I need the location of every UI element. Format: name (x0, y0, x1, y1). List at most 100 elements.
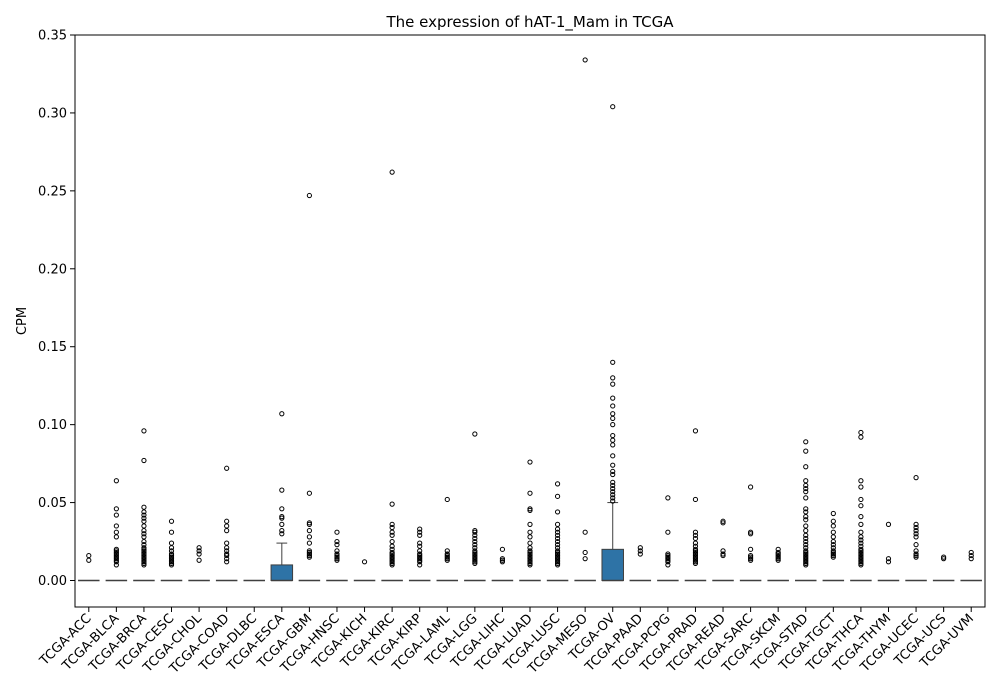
outlier-point (113, 523, 119, 529)
box-group (629, 545, 652, 582)
box-body (270, 564, 294, 582)
outlier-point (692, 496, 699, 503)
outlier-point (830, 542, 836, 548)
outlier-point (554, 562, 561, 568)
y-tick-label: 0.35 (38, 29, 67, 44)
outlier-point (858, 529, 864, 535)
outlier-point (858, 562, 864, 568)
outlier-point (968, 549, 974, 556)
outlier-point (389, 538, 395, 545)
outlier-point (720, 520, 726, 526)
outlier-point (803, 464, 809, 470)
box-group (326, 529, 348, 582)
outlier-point (803, 559, 809, 565)
box-group (519, 459, 541, 582)
outlier-point (803, 542, 809, 548)
outlier-point (224, 556, 230, 562)
box-group (188, 545, 210, 582)
box-group (353, 559, 376, 582)
outlier-point (610, 359, 616, 365)
outlier-point (168, 540, 175, 546)
outlier-point (775, 554, 781, 560)
outlier-point (527, 490, 533, 496)
outlier-point (885, 559, 892, 565)
outlier-point (803, 528, 809, 534)
outlier-point (141, 560, 147, 566)
outlier-point (444, 556, 450, 562)
box-group (105, 478, 128, 582)
outlier-point (858, 434, 864, 440)
outlier-point (306, 552, 312, 559)
outlier-point (554, 526, 561, 532)
outlier-point (610, 422, 616, 428)
outlier-point (830, 529, 836, 535)
outlier-point (830, 523, 836, 529)
box-group (381, 169, 403, 582)
outlier-point (168, 518, 175, 524)
outlier-point (168, 562, 175, 568)
outlier-point (389, 560, 395, 566)
outlier-point (141, 428, 147, 434)
outlier-point (803, 506, 809, 512)
outlier-point (141, 515, 147, 521)
outlier-point (720, 552, 726, 559)
outlier-point (334, 542, 340, 548)
outlier-point (113, 529, 119, 535)
outlier-point (610, 381, 616, 387)
box-group (133, 428, 155, 582)
outlier-point (803, 562, 809, 568)
outlier-point (720, 551, 726, 557)
outlier-point (610, 415, 616, 422)
box-group (877, 521, 900, 582)
outlier-point (554, 493, 561, 499)
outlier-point (610, 498, 616, 504)
outlier-point (858, 534, 864, 540)
outlier-point (306, 551, 312, 557)
outlier-point (858, 559, 864, 565)
box-group (160, 518, 183, 582)
outlier-point (692, 560, 699, 566)
outlier-point (913, 475, 919, 481)
outlier-point (554, 532, 561, 538)
outlier-point (306, 520, 312, 526)
outlier-point (803, 517, 809, 523)
outlier-point (527, 521, 533, 527)
outlier-point (692, 532, 699, 538)
y-tick-label: 0.25 (38, 184, 67, 199)
box-group (795, 439, 817, 582)
outlier-point (803, 448, 809, 454)
outlier-point (803, 478, 809, 484)
outlier-point (306, 554, 312, 560)
outlier-point (306, 490, 312, 496)
outlier-point (472, 560, 478, 566)
outlier-point (334, 557, 340, 563)
y-tick-label: 0.00 (38, 574, 67, 589)
box-group (574, 57, 596, 582)
y-axis-label: CPM (15, 307, 30, 335)
outlier-point (554, 538, 561, 545)
outlier-point (224, 552, 230, 559)
outlier-point (472, 431, 478, 437)
outlier-point (168, 559, 175, 565)
outlier-point (692, 559, 699, 565)
outlier-point (858, 478, 864, 484)
outlier-point (748, 554, 754, 560)
outlier-point (472, 532, 478, 538)
outlier-point (554, 559, 561, 565)
outlier-point (665, 495, 671, 501)
outlier-point (279, 528, 285, 534)
outlier-point (417, 532, 423, 538)
outlier-point (554, 521, 561, 527)
outlier-point (748, 529, 754, 535)
outlier-point (279, 411, 285, 417)
outlier-point (472, 535, 478, 542)
outlier-point (665, 529, 671, 535)
outlier-point (224, 540, 230, 546)
outlier-point (582, 529, 588, 535)
box-group (436, 496, 459, 582)
outlier-point (389, 521, 395, 527)
box-body (601, 548, 624, 582)
outlier-point (610, 395, 616, 401)
outlier-point (830, 552, 836, 559)
outlier-point (472, 559, 478, 565)
